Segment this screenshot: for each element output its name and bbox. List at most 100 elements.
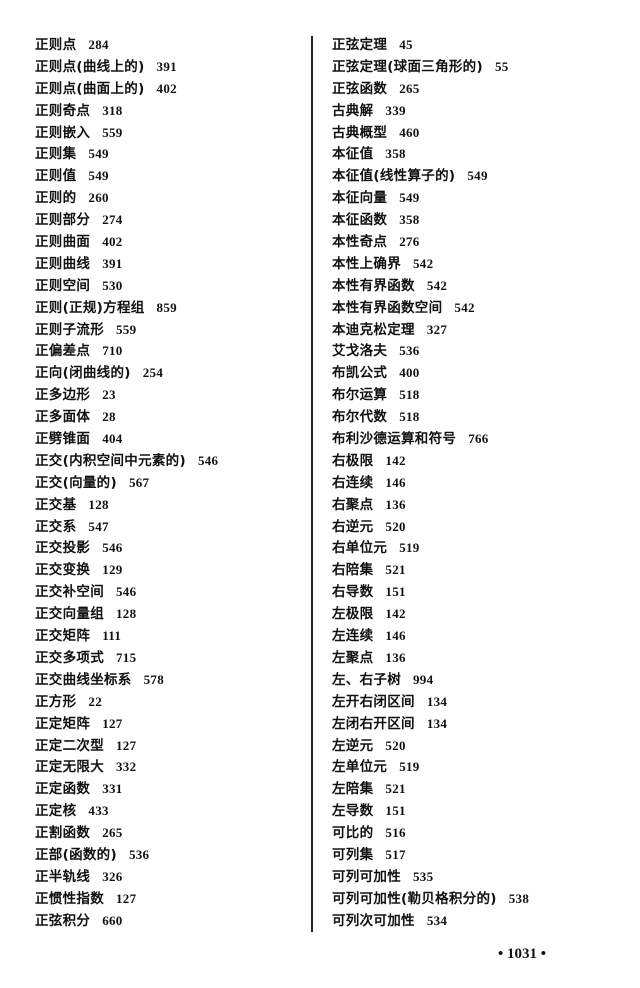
index-page-ref: 578 <box>143 671 165 687</box>
index-page-ref: 129 <box>102 562 123 578</box>
index-term: 右陪集 <box>332 562 374 579</box>
index-entry: 本性有界函数 542 <box>332 275 529 297</box>
index-entry: 可列可加性(勒贝格积分的) 538 <box>332 888 529 910</box>
index-entry: 正则的 260 <box>35 187 218 209</box>
index-page-ref: 536 <box>399 343 420 359</box>
index-page-ref: 518 <box>399 387 420 403</box>
index-term: 正劈锥面 <box>35 431 91 448</box>
index-page-ref: 534 <box>426 912 448 928</box>
index-entry: 可列集 517 <box>332 844 529 866</box>
index-entry: 正则子流形 559 <box>35 319 218 341</box>
index-term: 正则点(曲面上的) <box>35 80 145 97</box>
index-page-ref: 254 <box>142 365 164 381</box>
index-page-ref: 265 <box>399 80 420 96</box>
index-term: 可比的 <box>332 825 374 842</box>
index-page-ref: 536 <box>128 846 150 862</box>
index-page-ref: 22 <box>88 693 103 709</box>
index-term: 左聚点 <box>332 649 374 666</box>
index-page-ref: 519 <box>399 759 420 775</box>
index-entry: 正交多项式 715 <box>35 647 218 669</box>
index-term: 本征向量 <box>332 190 388 207</box>
index-entry: 正则点 284 <box>35 34 218 56</box>
index-page-ref: 546 <box>197 452 219 468</box>
index-entry: 正惯性指数 127 <box>35 888 218 910</box>
index-page-ref: 530 <box>102 277 123 293</box>
index-page-ref: 127 <box>102 715 123 731</box>
index-entry: 正定矩阵 127 <box>35 713 218 735</box>
index-term: 右连续 <box>332 474 374 491</box>
index-term: 正交多项式 <box>35 649 104 666</box>
index-term: 左极限 <box>332 606 374 623</box>
index-page-ref: 128 <box>88 496 109 512</box>
index-entry: 可列可加性 535 <box>332 866 529 888</box>
index-page-ref: 567 <box>128 474 150 490</box>
index-term: 正定二次型 <box>35 737 104 754</box>
index-entry: 正则点(曲面上的) 402 <box>35 78 218 100</box>
index-page-ref: 521 <box>385 562 406 578</box>
index-term: 左连续 <box>332 628 374 645</box>
index-term: 正则曲线 <box>35 255 91 272</box>
index-entry: 正方形 22 <box>35 691 218 713</box>
index-page-ref: 660 <box>102 912 123 928</box>
index-term: 右单位元 <box>332 540 388 557</box>
index-page-ref: 127 <box>116 890 137 906</box>
index-entry: 本征向量 549 <box>332 187 529 209</box>
index-page-ref: 327 <box>426 321 448 337</box>
index-term: 右逆元 <box>332 518 374 535</box>
index-page-ref: 134 <box>426 715 448 731</box>
index-entry: 本性奇点 276 <box>332 231 529 253</box>
index-term: 正则的 <box>35 190 77 207</box>
index-term: 布利沙德运算和符号 <box>332 431 457 448</box>
index-entry: 左导数 151 <box>332 800 529 822</box>
index-entry: 右导数 151 <box>332 581 529 603</box>
index-term: 正方形 <box>35 693 77 710</box>
index-page-ref: 549 <box>399 190 420 206</box>
index-term: 正交(向量的) <box>35 474 117 491</box>
index-page-ref: 542 <box>454 299 475 315</box>
index-page-ref: 859 <box>156 299 177 315</box>
index-entry: 右极限 142 <box>332 450 529 472</box>
index-term: 正则值 <box>35 168 77 185</box>
index-entry: 正则奇点 318 <box>35 100 218 122</box>
index-page-ref: 538 <box>508 890 530 906</box>
index-entry: 正定无限大 332 <box>35 756 218 778</box>
index-term: 艾戈洛夫 <box>332 343 388 360</box>
index-entry: 正交变换 129 <box>35 559 218 581</box>
index-term: 正定核 <box>35 803 77 820</box>
index-page-ref: 146 <box>385 474 406 490</box>
index-entry: 古典解 339 <box>332 100 529 122</box>
index-entry: 布利沙德运算和符号 766 <box>332 428 529 450</box>
index-page-ref: 142 <box>385 452 406 468</box>
index-term: 正交曲线坐标系 <box>35 671 132 688</box>
index-page-ref: 339 <box>385 102 406 118</box>
index-entry: 正弦定理 45 <box>332 34 529 56</box>
index-entry: 左开右闭区间 134 <box>332 691 529 713</box>
index-entry: 正交基 128 <box>35 494 218 516</box>
index-column-right: 正弦定理 45 正弦定理(球面三角形的) 55 正弦函数 265 古典解 339 古典概型 460… <box>332 34 529 932</box>
index-page-ref: 549 <box>88 146 109 162</box>
index-term: 正交系 <box>35 518 77 535</box>
page-number: • 1031 • <box>498 946 547 962</box>
index-term: 布尔运算 <box>332 387 388 404</box>
index-term: 正弦积分 <box>35 912 91 929</box>
index-page-ref: 391 <box>102 255 123 271</box>
index-page-ref: 331 <box>102 781 123 797</box>
index-page-ref: 402 <box>156 80 177 96</box>
index-term: 正部(函数的) <box>35 846 117 863</box>
index-entry: 正半轨线 326 <box>35 866 218 888</box>
index-page-ref: 128 <box>116 606 137 622</box>
index-term: 正则点(曲线上的) <box>35 58 145 75</box>
index-entry: 正则部分 274 <box>35 209 218 231</box>
index-term: 左闭右开区间 <box>332 715 415 732</box>
index-term: 本性上确界 <box>332 255 401 272</box>
index-term: 正定矩阵 <box>35 715 91 732</box>
index-page-ref: 542 <box>426 277 448 293</box>
index-entry: 正则曲面 402 <box>35 231 218 253</box>
index-term: 左、右子树 <box>332 671 401 688</box>
index-term: 右导数 <box>332 584 374 601</box>
index-term: 正交基 <box>35 496 77 513</box>
index-term: 古典解 <box>332 102 374 119</box>
index-page-ref: 549 <box>467 168 488 184</box>
index-entry: 右连续 146 <box>332 472 529 494</box>
index-page-ref: 520 <box>385 518 406 534</box>
